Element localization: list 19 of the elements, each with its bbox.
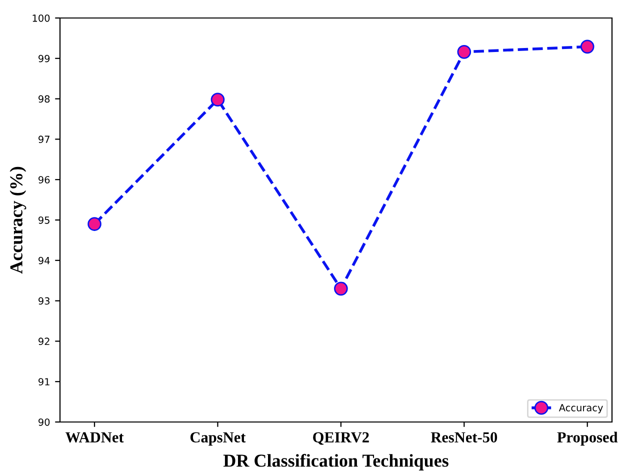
y-tick-label: 95 [38,216,50,224]
x-tick-label: QEIRV2 [313,432,369,445]
legend-label: Accuracy [558,404,603,414]
y-tick-label: 93 [38,297,50,305]
y-tick-label: 94 [38,256,50,264]
y-tick-label: 99 [38,54,50,62]
y-axis-title: Accuracy (%) [10,166,26,274]
y-tick-label: 97 [38,136,50,144]
x-tick-label: WADNet [65,432,124,443]
x-axis-title: DR Classification Techniques [223,454,448,470]
x-tick-label: Proposed [557,432,618,446]
y-tick-label: 96 [38,176,50,184]
x-tick-label: CapsNet [190,432,246,446]
y-tick-label: 98 [38,95,50,103]
y-tick-label: 100 [32,14,50,22]
y-tick-label: 90 [38,418,50,426]
y-tick-label: 92 [38,338,50,346]
x-tick-label: ResNet-50 [430,432,498,442]
y-tick-label: 91 [38,378,50,386]
